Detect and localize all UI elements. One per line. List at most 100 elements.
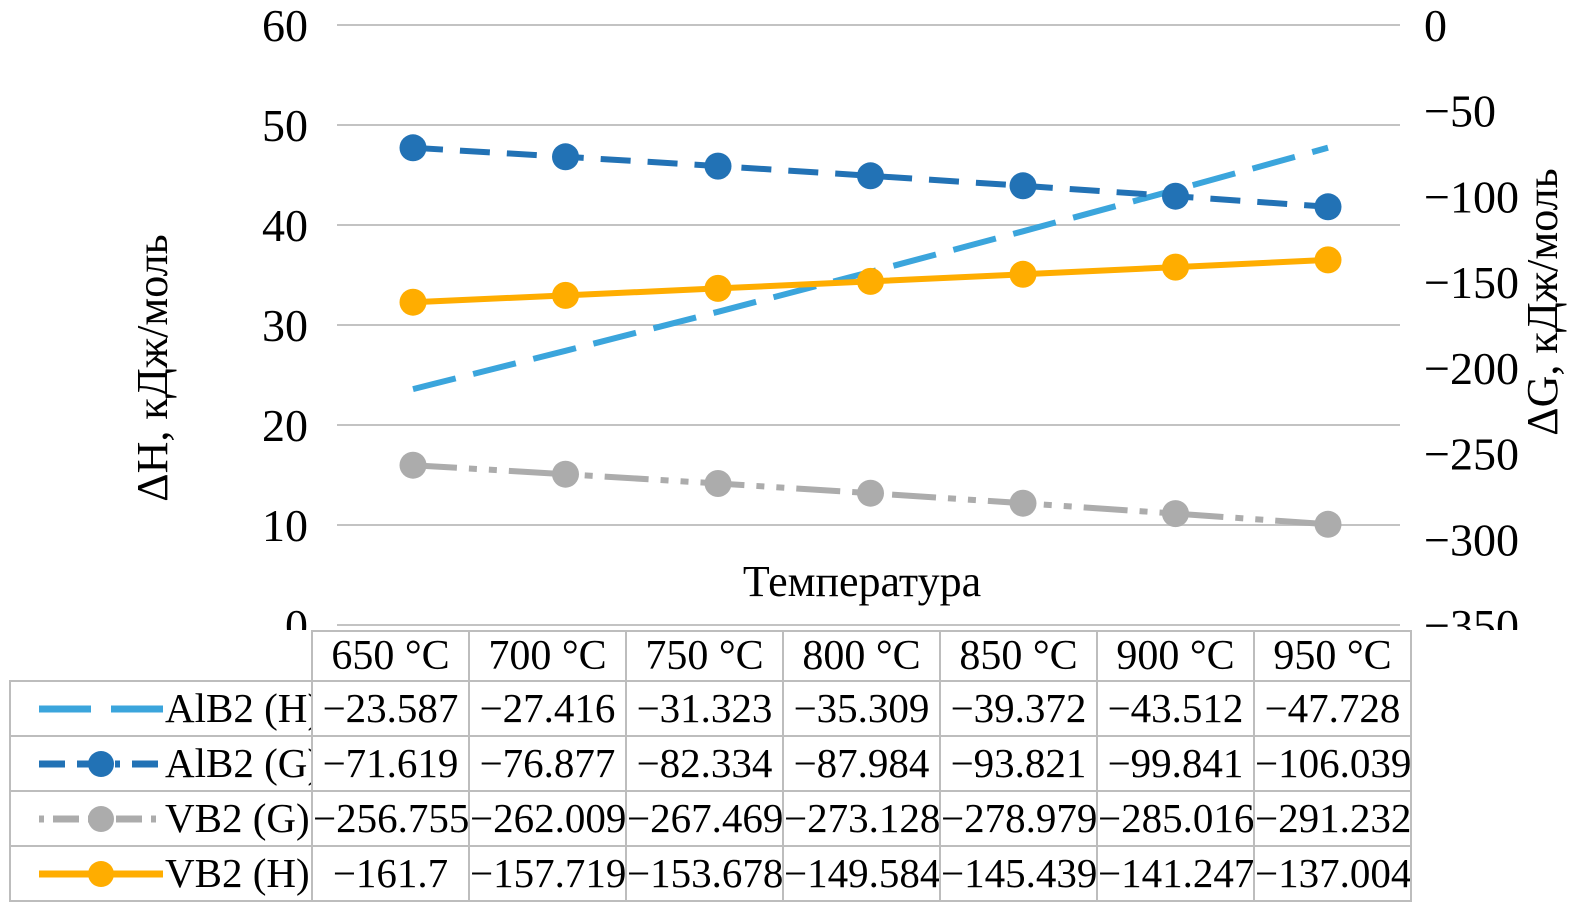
left-axis-tick-label: 10: [262, 500, 308, 551]
table-header-cell: 900 °C: [1096, 630, 1255, 682]
table-value-cell: −31.323: [625, 680, 784, 737]
series-marker-vb2-h: [399, 288, 427, 316]
legend-cell-vb2-g: VB2 (G): [9, 790, 313, 847]
table-header-cell: 700 °C: [468, 630, 627, 682]
left-axis-tick-labels: 60 50 40 30 20 10 0: [262, 0, 308, 651]
series-marker-vb2-g: [857, 479, 884, 507]
table-value-cell: −99.841: [1096, 735, 1255, 792]
table-value-cell: −285.016: [1096, 790, 1255, 847]
right-axis-tick-label: −300: [1424, 514, 1519, 565]
legend-entry-vb2-h: VB2 (H): [37, 850, 310, 896]
right-axis-title: ΔG, кДж/моль: [1518, 168, 1567, 435]
series-name-label: VB2 (G): [165, 794, 310, 841]
series-group: [399, 134, 1342, 538]
legend-line-sample-alb2-g: [39, 750, 163, 777]
series-marker-vb2-h: [1314, 246, 1342, 274]
table-value-cell: −153.678: [625, 845, 784, 902]
gridlines-group: [337, 24, 1400, 626]
legend-entry-vb2-g: VB2 (G): [37, 795, 310, 841]
legend-marker-vb2-g: [88, 805, 114, 832]
table-value-cell: −82.334: [625, 735, 784, 792]
left-axis-tick-label: 60: [262, 0, 308, 51]
data-table-wrap: 650 °C 700 °C 750 °C 800 °C 850 °C 900 °C 950 …: [9, 630, 1412, 902]
table-value-cell: −87.984: [782, 735, 941, 792]
series-marker-alb2-g: [399, 134, 427, 162]
series-marker-alb2-g: [1314, 193, 1342, 221]
table-value-cell: −157.719: [468, 845, 627, 902]
left-axis-tick-label: 50: [262, 100, 308, 151]
series-marker-vb2-g: [704, 470, 732, 497]
series-marker-vb2-h: [704, 274, 732, 302]
series-marker-alb2-g: [1009, 172, 1037, 200]
table-value-cell: −27.416: [468, 680, 627, 737]
right-axis-tick-label: −250: [1424, 429, 1519, 480]
table-header-cell: 950 °C: [1253, 630, 1412, 682]
left-axis-title: ΔH, кДж/моль: [128, 234, 177, 501]
right-axis-tick-label: −350: [1424, 600, 1519, 630]
table-value-cell: −278.979: [939, 790, 1098, 847]
series-marker-alb2-g: [704, 152, 732, 180]
table-value-cell: −267.469: [625, 790, 784, 847]
table-value-cell: −161.7: [311, 845, 470, 902]
series-marker-vb2-g: [1162, 500, 1189, 528]
series-marker-alb2-g: [857, 162, 884, 190]
table-value-cell: −149.584: [782, 845, 941, 902]
table-header-cell: 800 °C: [782, 630, 941, 682]
table-value-cell: −23.587: [311, 680, 470, 737]
table-value-cell: −39.372: [939, 680, 1098, 737]
legend-line-sample-vb2-h: [39, 860, 163, 887]
table-value-cell: −273.128: [782, 790, 941, 847]
right-axis-tick-label: −100: [1424, 171, 1519, 222]
table-corner-cell: [10, 631, 312, 681]
legend-marker-alb2-g: [88, 750, 114, 777]
series-marker-vb2-h: [552, 281, 579, 309]
series-marker-vb2-h: [1162, 253, 1189, 281]
table-row: AlB2 (G) −71.619 −76.877 −82.334 −87.984 −93.…: [9, 735, 1412, 792]
table-value-cell: −262.009: [468, 790, 627, 847]
table-value-cell: −71.619: [311, 735, 470, 792]
series-name-label: VB2 (H): [165, 849, 310, 896]
legend-cell-vb2-h: VB2 (H): [9, 845, 313, 902]
table-value-cell: −47.728: [1253, 680, 1412, 737]
x-axis-title: Температура: [743, 557, 981, 606]
right-axis-tick-labels: 0 −50 −100 −150 −200 −250 −300 −350: [1424, 0, 1519, 651]
table-value-cell: −291.232: [1253, 790, 1412, 847]
legend-entry-alb2-h: AlB2 (H): [37, 685, 310, 731]
series-name-label: AlB2 (H): [165, 684, 312, 731]
table-value-cell: −93.821: [939, 735, 1098, 792]
series-marker-vb2-g: [399, 451, 427, 479]
table-value-cell: −145.439: [939, 845, 1098, 902]
right-axis-tick-label: −200: [1424, 343, 1519, 394]
table-value-cell: −256.755: [311, 790, 470, 847]
legend-cell-alb2-h: AlB2 (H): [9, 680, 313, 737]
table-header-cell: 750 °C: [625, 630, 784, 682]
table-value-cell: −106.039: [1253, 735, 1412, 792]
table-value-cell: −35.309: [782, 680, 941, 737]
left-axis-tick-label: 20: [262, 400, 308, 451]
table-value-cell: −137.004: [1253, 845, 1412, 902]
right-axis-tick-label: −150: [1424, 257, 1519, 308]
series-marker-vb2-g: [552, 460, 579, 488]
right-axis-tick-label: −50: [1424, 86, 1496, 137]
left-axis-tick-label: 0: [285, 600, 308, 630]
legend-entry-alb2-g: AlB2 (G): [37, 740, 310, 786]
table-header-row: 650 °C 700 °C 750 °C 800 °C 850 °C 900 °C 950 …: [10, 630, 1412, 682]
left-axis-tick-label: 30: [262, 300, 308, 351]
series-marker-alb2-g: [552, 143, 579, 171]
legend-marker-vb2-h: [88, 860, 114, 887]
table-row: AlB2 (H) −23.587 −27.416 −31.323 −35.309 −39.…: [9, 680, 1412, 737]
legend-line-sample-alb2-h: [39, 705, 163, 712]
series-marker-vb2-h: [857, 267, 884, 295]
series-marker-vb2-g: [1314, 510, 1342, 538]
table-value-cell: −43.512: [1096, 680, 1255, 737]
series-marker-alb2-g: [1162, 182, 1189, 210]
table-value-cell: −141.247: [1096, 845, 1255, 902]
right-axis-tick-label: 0: [1424, 0, 1447, 51]
table-header-cell: 650 °C: [311, 630, 470, 682]
table-row: VB2 (G) −256.755 −262.009 −267.469 −273.128−…: [9, 790, 1412, 847]
series-marker-vb2-g: [1009, 489, 1037, 517]
table-header-cell: 850 °C: [939, 630, 1098, 682]
legend-line-sample-vb2-g: [39, 805, 163, 832]
legend-cell-alb2-g: AlB2 (G): [9, 735, 313, 792]
